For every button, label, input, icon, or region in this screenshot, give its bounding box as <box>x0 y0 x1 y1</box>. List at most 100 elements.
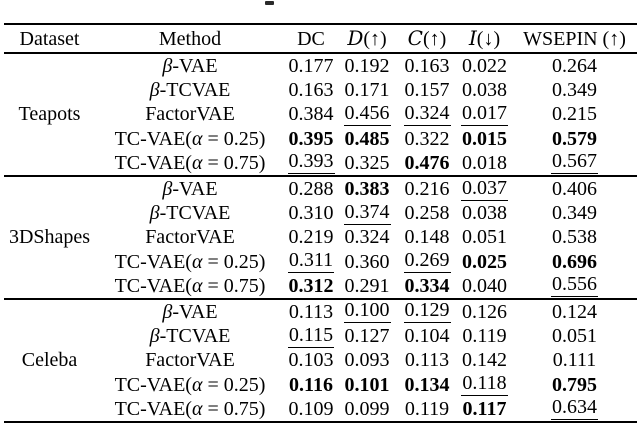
value-cell: 0.124 <box>512 299 637 324</box>
value-cell: 0.264 <box>512 53 637 78</box>
metric-value: 0.556 <box>551 273 598 298</box>
method-text: = 0.25) <box>202 127 266 150</box>
value-cell: 0.134 <box>397 372 457 396</box>
value-cell: 0.288 <box>285 176 337 201</box>
metric-value: 0.393 <box>287 150 335 175</box>
value-cell: 0.101 <box>337 372 397 396</box>
table-row: FactorVAE 0.219 0.324 0.148 0.051 0.538 <box>4 225 637 249</box>
metric-value: 0.129 <box>403 299 451 324</box>
value-cell: 0.115 <box>285 324 337 348</box>
value-cell: 0.038 <box>457 78 512 102</box>
metric-value: 0.395 <box>288 127 334 150</box>
metric-value: 0.215 <box>552 103 597 126</box>
metric-value: 0.051 <box>552 325 597 348</box>
metric-value: 0.018 <box>462 151 507 174</box>
method-text: FactorVAE <box>145 349 235 372</box>
metric-value: 0.022 <box>462 55 507 78</box>
col-header-wsepin: WSEPIN (↑) <box>523 27 626 50</box>
table-row: TC-VAE(α = 0.75) 0.393 0.325 0.476 0.018 0.56… <box>4 151 637 176</box>
metric-value: 0.148 <box>404 226 450 249</box>
method-text: -TCVAE <box>159 79 231 102</box>
value-cell: 0.485 <box>337 127 397 151</box>
caption-text-fragment <box>265 1 274 5</box>
dataset-label: Teapots <box>18 103 81 126</box>
value-cell: 0.216 <box>397 176 457 201</box>
value-cell: 0.040 <box>457 274 512 299</box>
metric-value: 0.696 <box>552 250 597 273</box>
dataset-group: 3DShapes β-VAE 0.288 0.383 0.216 0.037 0.406 β-… <box>4 176 637 299</box>
col-header-disentanglement: D(↑) <box>337 24 397 53</box>
mathcal-letter: I <box>468 26 477 50</box>
value-cell: 0.018 <box>457 151 512 176</box>
col-header-dc: DC <box>297 27 325 50</box>
value-cell: 0.171 <box>337 78 397 102</box>
method-label: TC-VAE(α = 0.75) <box>95 151 285 176</box>
dataset-label: Celeba <box>21 349 78 372</box>
method-label: β-TCVAE <box>95 78 285 102</box>
value-cell: 0.311 <box>285 250 337 274</box>
value-cell: 0.038 <box>457 201 512 225</box>
metric-value: 0.037 <box>461 176 508 201</box>
metric-value: 0.111 <box>552 349 597 372</box>
table-row: TC-VAE(α = 0.25) 0.116 0.101 0.134 0.118 0.79… <box>4 372 637 397</box>
value-cell: 0.258 <box>397 201 457 225</box>
metric-value: 0.038 <box>462 79 507 102</box>
metric-value: 0.264 <box>552 55 597 78</box>
metric-value: 0.103 <box>288 349 334 372</box>
metric-value: 0.634 <box>551 396 598 421</box>
value-cell: 0.051 <box>457 225 512 249</box>
table-row: FactorVAE 0.384 0.456 0.324 0.017 0.215 <box>4 102 637 126</box>
method-text: -VAE <box>172 55 218 78</box>
metric-value: 0.124 <box>552 300 597 323</box>
value-cell: 0.192 <box>337 53 397 78</box>
metric-value: 0.538 <box>552 226 597 249</box>
table-row: β-TCVAE 0.163 0.171 0.157 0.038 0.349 <box>4 78 637 102</box>
value-cell: 0.109 <box>285 397 337 422</box>
metric-value: 0.163 <box>288 79 334 102</box>
table-row: Celeba β-VAE 0.113 0.100 0.129 0.126 0.124 <box>4 299 637 370</box>
method-text: TC-VAE( <box>114 373 192 396</box>
value-cell: 0.163 <box>285 78 337 102</box>
method-label: β-TCVAE <box>95 324 285 348</box>
method-label: FactorVAE <box>95 348 285 372</box>
value-cell: 0.696 <box>512 250 637 274</box>
metric-value: 0.383 <box>344 178 390 201</box>
value-cell: 0.051 <box>512 324 637 348</box>
metric-value: 0.177 <box>288 55 334 78</box>
metric-value: 0.349 <box>552 79 597 102</box>
value-cell: 0.634 <box>512 397 637 422</box>
value-cell: 0.099 <box>337 397 397 422</box>
metric-value: 0.104 <box>404 325 450 348</box>
metric-value: 0.312 <box>288 274 334 297</box>
up-arrow-suffix: (↑) <box>422 28 447 50</box>
metric-value: 0.142 <box>462 349 507 372</box>
metric-value: 0.134 <box>404 373 450 396</box>
value-cell: 0.113 <box>397 348 457 372</box>
table-row: TC-VAE(α = 0.75) 0.109 0.099 0.119 0.117 0.63… <box>4 397 637 422</box>
value-cell: 0.025 <box>457 250 512 274</box>
greek-letter: β <box>162 300 173 323</box>
metric-value: 0.291 <box>344 274 390 297</box>
value-cell: 0.360 <box>337 250 397 274</box>
value-cell: 0.322 <box>397 127 457 151</box>
metric-value: 0.322 <box>404 127 450 150</box>
method-text: -VAE <box>172 178 218 201</box>
method-text: TC-VAE( <box>114 250 192 273</box>
value-cell: 0.325 <box>337 151 397 176</box>
table-row: β-TCVAE 0.310 0.374 0.258 0.038 0.349 <box>4 201 637 225</box>
value-cell: 0.118 <box>457 372 512 397</box>
metric-value: 0.100 <box>343 299 391 324</box>
metric-value: 0.038 <box>462 202 507 225</box>
greek-letter: α <box>191 373 203 396</box>
value-cell: 0.148 <box>397 225 457 249</box>
metric-value: 0.374 <box>343 200 391 225</box>
value-cell: 0.127 <box>337 324 397 348</box>
mathcal-letter: D <box>347 26 364 50</box>
col-header-dataset: Dataset <box>19 27 80 50</box>
metric-value: 0.269 <box>403 249 451 274</box>
table-row: β-TCVAE 0.115 0.127 0.104 0.119 0.051 <box>4 324 637 348</box>
method-label: β-VAE <box>95 176 285 201</box>
method-label: TC-VAE(α = 0.75) <box>95 397 285 422</box>
value-cell: 0.324 <box>397 102 457 126</box>
greek-letter: β <box>162 55 173 78</box>
